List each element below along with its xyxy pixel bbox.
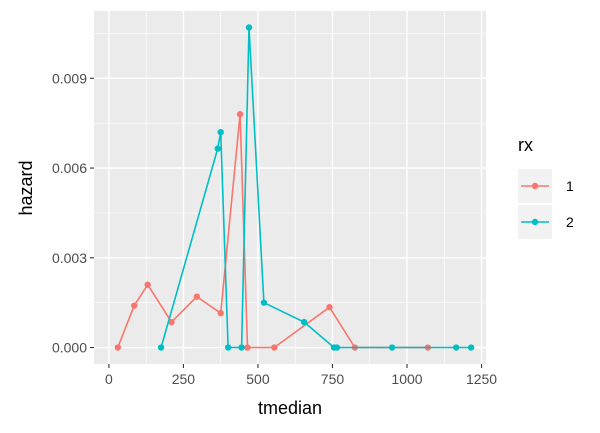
data-point-2 <box>245 24 253 31</box>
data-point-1 <box>114 344 122 351</box>
series-2 <box>157 24 475 351</box>
legend-key-point <box>531 182 539 190</box>
data-point-2 <box>238 344 245 351</box>
legend-label-2: 2 <box>566 214 574 230</box>
data-point-1 <box>168 318 175 326</box>
data-point-1 <box>244 344 251 351</box>
legend-label-1: 1 <box>566 178 574 194</box>
y-tick-label: 0.009 <box>52 70 87 86</box>
x-tick-label: 750 <box>321 371 345 387</box>
data-point-1 <box>217 309 224 317</box>
data-point-1 <box>326 303 333 311</box>
data-point-2 <box>224 344 232 351</box>
data-point-2 <box>260 299 268 306</box>
legend: rx 1 2 <box>518 135 574 239</box>
data-point-2 <box>388 344 396 351</box>
data-point-2 <box>214 145 221 152</box>
plot-panel <box>94 11 486 364</box>
series-layer <box>114 24 475 351</box>
y-axis: 0.000 0.003 0.006 0.009 <box>52 70 94 356</box>
legend-title: rx <box>518 135 533 155</box>
x-tick-label: 1250 <box>466 371 497 387</box>
data-point-1 <box>271 344 278 351</box>
x-axis-title: tmedian <box>258 398 322 418</box>
data-point-2 <box>300 318 308 326</box>
y-tick-label: 0.000 <box>52 340 87 356</box>
data-point-1 <box>193 293 201 300</box>
data-point-2 <box>452 344 460 351</box>
legend-key-point <box>531 218 539 226</box>
legend-item-2: 2 <box>518 205 574 239</box>
data-point-2 <box>467 344 475 351</box>
major-gridlines <box>94 11 486 364</box>
y-axis-title: hazard <box>16 160 36 215</box>
x-tick-label: 0 <box>105 371 113 387</box>
series-1 <box>114 111 432 351</box>
data-point-1 <box>131 302 138 309</box>
y-tick-label: 0.006 <box>52 160 87 176</box>
x-axis: 0 250 500 750 1000 1250 <box>105 364 497 387</box>
data-point-2 <box>333 344 341 351</box>
x-tick-label: 1000 <box>391 371 422 387</box>
data-point-2 <box>157 344 165 351</box>
x-tick-label: 500 <box>246 371 270 387</box>
data-point-2 <box>217 128 224 136</box>
series-line-1 <box>117 113 428 349</box>
y-tick-label: 0.003 <box>52 250 87 266</box>
legend-item-1: 1 <box>518 169 574 203</box>
data-point-1 <box>144 281 151 288</box>
x-tick-label: 250 <box>172 371 196 387</box>
data-point-1 <box>236 111 244 118</box>
